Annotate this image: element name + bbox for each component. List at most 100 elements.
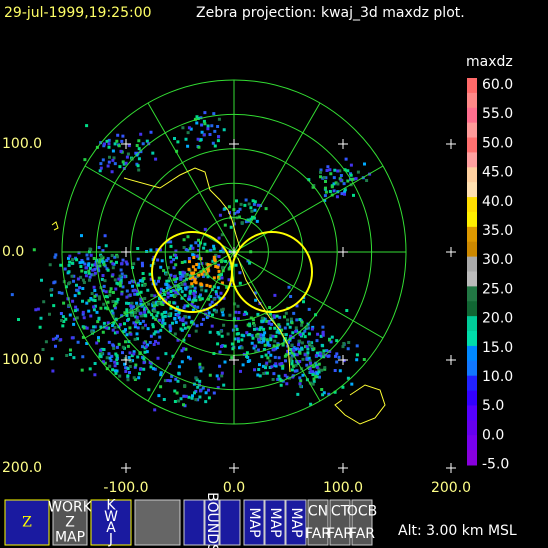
grid-cross [121,139,131,149]
y-axis-label: 0.0 [2,244,24,260]
grid-cross [338,247,348,257]
button-label[interactable]: K [106,498,116,514]
colorbar-label: 40.0 [482,194,513,210]
y-axis-label: 200.0 [2,460,42,476]
toolbar-button[interactable]: CN FAR [305,499,331,546]
colorbar-swatch [467,78,477,94]
colorbar-label: 25.0 [482,281,513,297]
island [51,221,59,231]
button-label[interactable]: W [104,509,118,525]
plot-title: Zebra projection: kwaj_3d maxdz plot. [196,5,465,21]
colorbar-swatch [467,271,477,287]
toolbar-button[interactable]: Z [4,499,50,546]
colorbar-label: 55.0 [482,106,513,122]
grid-cross [121,247,131,257]
range-circles [151,231,313,313]
toolbar-button[interactable]: CT FAR [327,499,353,546]
dual-doppler-circle [231,231,313,313]
colorbar-swatch [467,197,477,213]
colorbar-swatch [467,375,477,392]
colorbar-label: 0.0 [482,427,504,443]
colorbar-label: 10.0 [482,369,513,385]
button-label[interactable]: FAR [327,526,353,542]
colorbar-label: 60.0 [482,77,513,93]
colorbar-swatch [467,435,477,451]
x-axis-label: 100.0 [323,480,363,496]
colorbar-swatch [467,360,477,377]
colorbar-swatch [467,286,477,302]
button-label[interactable]: MAP [246,507,262,537]
button-label[interactable]: MAP [267,507,283,537]
radar-button[interactable] [134,499,181,546]
altitude-status: Alt: 3.00 km MSL [398,523,517,539]
colorbar-swatch [467,137,477,153]
grid-cross [446,139,456,149]
button-label[interactable]: J [108,531,113,547]
button-face[interactable] [264,499,286,546]
colorbar-label: 5.0 [482,398,504,414]
x-axis-label: 200.0 [431,480,471,496]
colorbar-swatch [467,405,477,421]
button-face[interactable] [204,499,220,546]
colorbar-swatch [467,450,477,466]
grid-cross [121,355,131,365]
button-face[interactable] [329,499,351,546]
button-label[interactable]: MAP [288,507,304,537]
colorbar-swatch [467,390,477,406]
colorbar-label: -5.0 [482,457,509,473]
button-label[interactable]: WORK [48,500,93,516]
coastline [237,257,291,373]
button-label[interactable]: FAR [349,526,375,542]
colorbar-title: maxdz [466,54,513,70]
colorbar-swatch [467,152,477,168]
grid-cross [446,247,456,257]
toolbar-button[interactable]: MAP [264,499,286,546]
toolbar-button[interactable]: MAP [243,499,265,546]
colorbar-label: 30.0 [482,252,513,268]
grid-cross [229,463,239,473]
toolbar-button[interactable]: BOUNDS [204,492,220,548]
button-face[interactable] [307,499,329,546]
colorbar-swatch [467,301,477,317]
colorbar-swatch [467,167,477,183]
button-face[interactable] [351,499,373,546]
button-label[interactable]: CN [308,503,328,519]
toolbar-button[interactable]: MAP [285,499,307,546]
button-label[interactable]: A [106,520,116,536]
button-label[interactable]: CT [331,503,350,519]
button-face[interactable] [243,499,265,546]
grid-cross [446,463,456,473]
grid-cross [338,139,348,149]
button-label[interactable]: FAR [305,526,331,542]
button-label[interactable]: OCB [347,503,377,519]
colorbar-swatch [467,182,477,198]
button-face[interactable] [285,499,307,546]
button-label[interactable]: Z [22,515,32,531]
colorbar-label: 50.0 [482,135,513,151]
gear-button[interactable] [183,499,205,546]
colorbar: 60.0 55.0 50.0 45.0 40.0 35.0 30.0 25.0 20.0 15.0… [467,77,513,473]
colorbar-swatch [467,256,477,272]
x-axis-label: -100.0 [103,480,148,496]
button-label[interactable]: BOUNDS [204,492,220,548]
button-label[interactable]: MAP [55,530,85,546]
range-rings [61,79,456,473]
y-axis-label: 100.0 [2,352,42,368]
colorbar-label: 45.0 [482,165,513,181]
colorbar-swatch [467,241,477,258]
button-face[interactable] [4,499,50,546]
island [334,384,386,425]
toolbar-button[interactable]: OCB FAR [347,499,377,546]
button-face[interactable] [52,499,88,546]
timestamp: 29-jul-1999,19:25:00 [4,5,152,21]
colorbar-swatch [467,316,477,332]
colorbar-label: 15.0 [482,340,513,356]
grid-cross [121,463,131,473]
button-face[interactable] [90,499,132,546]
button-label[interactable]: Z [65,515,75,531]
grid-button[interactable] [219,499,241,546]
